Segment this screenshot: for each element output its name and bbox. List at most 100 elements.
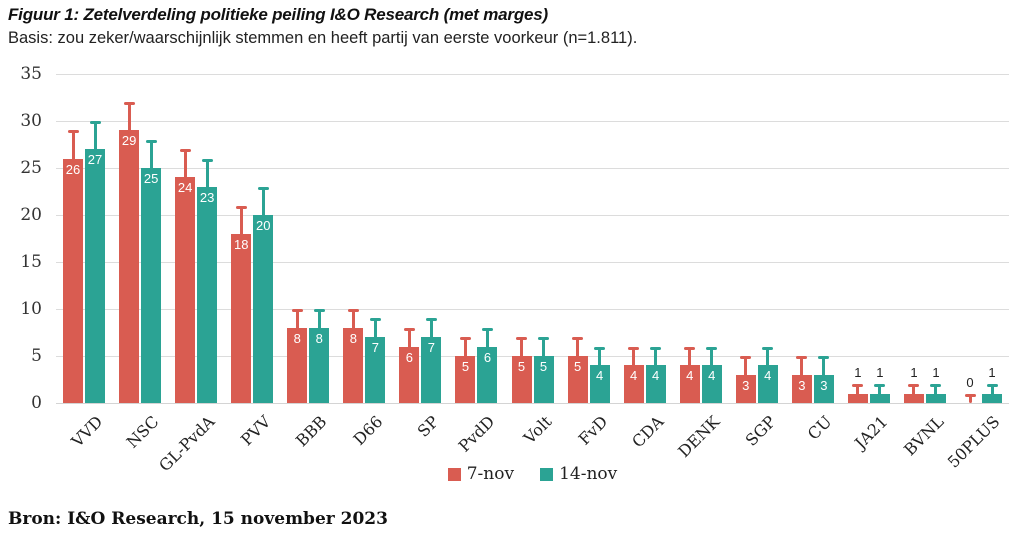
bar-value-label-7-nov-SP: 6 — [405, 349, 414, 365]
gridline-0 — [56, 402, 1009, 404]
error-bar-cap-14-nov-BBB — [313, 309, 325, 312]
bar-slot-7-nov-NSC: 29 — [119, 74, 140, 403]
bar-7-nov-PVV — [231, 233, 252, 403]
bar-slot-7-nov-Volt: 5 — [511, 74, 532, 403]
bar-14-nov-PVV — [253, 215, 274, 403]
error-bar-cap-14-nov-VVD — [89, 121, 101, 124]
error-bar-stem-14-nov-VVD — [93, 121, 97, 153]
bar-slot-14-nov-BVNL: 1 — [925, 74, 946, 403]
bar-value-label-7-nov-D66: 8 — [349, 330, 357, 346]
bar-slot-14-nov-NSC: 25 — [141, 74, 162, 403]
bar-slot-14-nov-PvdD: 6 — [477, 74, 498, 403]
error-bar-cap-7-nov-CDA — [628, 346, 640, 350]
x-axis-label-VVD: VVD — [67, 412, 107, 451]
bar-group-GL-PvdA: 24 23 — [168, 74, 224, 403]
bar-14-nov-GL-PvdA — [197, 186, 218, 403]
error-bar-stem-14-nov-BVNL — [934, 384, 938, 397]
error-bar-cap-7-nov-CU — [796, 356, 808, 359]
error-bar-cap-7-nov-PvdD — [459, 337, 471, 341]
gridline-10 — [56, 308, 1009, 310]
error-bar-stem-7-nov-FvD — [576, 337, 580, 359]
bar-slot-14-nov-D66: 7 — [365, 74, 386, 403]
x-axis-label-CU: CU — [803, 412, 836, 444]
y-tick-label-10: 10 — [20, 299, 42, 319]
y-tick-label-15: 15 — [20, 252, 42, 272]
bar-value-label-14-nov-JA21: 1 — [876, 365, 884, 381]
error-bar-cap-14-nov-FvD — [594, 346, 606, 350]
error-bar-cap-7-nov-SP — [403, 327, 415, 331]
bar-14-nov-BVNL — [925, 393, 946, 403]
gridline-30 — [56, 120, 1009, 122]
error-bar-cap-14-nov-NSC — [145, 139, 157, 143]
bar-value-label-14-nov-CU: 3 — [820, 377, 828, 393]
error-bar-stem-14-nov-GL-PvdA — [205, 158, 209, 190]
legend-item-7-nov: 7-nov — [447, 464, 514, 484]
bar-7-nov-SGP — [735, 374, 756, 403]
error-bar-cap-7-nov-FvD — [572, 337, 584, 341]
bar-slot-7-nov-GL-PvdA: 24 — [175, 74, 196, 403]
x-axis-label-JA21: JA21 — [850, 412, 892, 453]
x-axis-label-DENK: DENK — [673, 412, 724, 462]
error-bar-cap-7-nov-GL-PvdA — [179, 149, 191, 153]
bar-value-label-7-nov-50PLUS: 0 — [966, 374, 974, 390]
bar-slot-14-nov-PVV: 20 — [253, 74, 274, 403]
bar-7-nov-JA21 — [847, 393, 868, 403]
error-bar-stem-7-nov-DENK — [688, 346, 692, 369]
bar-slot-7-nov-PvdD: 5 — [455, 74, 476, 403]
chart-title: Figuur 1: Zetelverdeling politieke peili… — [8, 5, 548, 24]
bar-slot-7-nov-SGP: 3 — [735, 74, 756, 403]
error-bar-stem-7-nov-GL-PvdA — [183, 149, 187, 181]
gridline-20 — [56, 214, 1009, 216]
bar-14-nov-Volt — [533, 356, 554, 403]
bar-value-label-14-nov-FvD: 4 — [595, 368, 604, 384]
legend-item-14-nov: 14-nov — [540, 464, 617, 484]
bar-group-VVD: 26 27 — [56, 74, 112, 403]
bar-slot-14-nov-VVD: 27 — [85, 74, 106, 403]
y-tick-label-5: 5 — [31, 346, 42, 366]
bar-value-label-7-nov-BVNL: 1 — [910, 365, 918, 381]
bar-7-nov-BBB — [287, 327, 308, 403]
bar-value-label-7-nov-GL-PvdA: 24 — [177, 180, 193, 196]
bar-14-nov-CDA — [645, 365, 666, 403]
bar-7-nov-SP — [399, 346, 420, 403]
bar-value-label-14-nov-VVD: 27 — [87, 152, 103, 168]
bar-slot-14-nov-JA21: 1 — [869, 74, 890, 403]
bar-slot-7-nov-PVV: 18 — [231, 74, 252, 403]
bar-slot-14-nov-CDA: 4 — [645, 74, 666, 403]
error-bar-stem-14-nov-50PLUS — [990, 384, 994, 397]
bar-7-nov-Volt — [511, 356, 532, 403]
gridline-15 — [56, 261, 1009, 263]
error-bar-stem-14-nov-FvD — [598, 346, 602, 369]
y-tick-label-35: 35 — [20, 64, 42, 84]
error-bar-cap-7-nov-VVD — [67, 130, 79, 134]
error-bar-stem-7-nov-CDA — [632, 346, 636, 369]
error-bar-stem-7-nov-BVNL — [912, 384, 916, 397]
error-bar-cap-7-nov-SGP — [740, 356, 752, 359]
error-bar-stem-7-nov-JA21 — [856, 384, 860, 397]
bar-slot-14-nov-SP: 7 — [421, 74, 442, 403]
bar-value-label-7-nov-PvdD: 5 — [461, 359, 470, 374]
bar-group-PVV: 18 20 — [224, 74, 280, 403]
bar-14-nov-NSC — [141, 168, 162, 403]
bar-14-nov-VVD — [85, 149, 106, 403]
y-tick-label-25: 25 — [20, 158, 42, 178]
x-axis-label-Volt: Volt — [519, 412, 555, 448]
bar-14-nov-50PLUS — [982, 393, 1003, 403]
bar-value-label-7-nov-BBB: 8 — [293, 330, 301, 346]
error-bar-stem-7-nov-SGP — [744, 356, 748, 378]
error-bar-cap-7-nov-BVNL — [908, 384, 920, 388]
error-bar-stem-7-nov-50PLUS — [968, 393, 972, 403]
bar-slot-7-nov-50PLUS: 0 — [960, 74, 980, 403]
bar-groups: 26 27 29 25 24 23 18 20 8 8 8 7 6 7 5 6 5 5 5 4 4 4 4 4 3 4 3 3 1 1 1 1… — [56, 74, 1009, 403]
error-bar-stem-14-nov-PVV — [261, 186, 265, 218]
bar-14-nov-JA21 — [869, 393, 890, 403]
bar-slot-7-nov-CU: 3 — [791, 74, 812, 403]
